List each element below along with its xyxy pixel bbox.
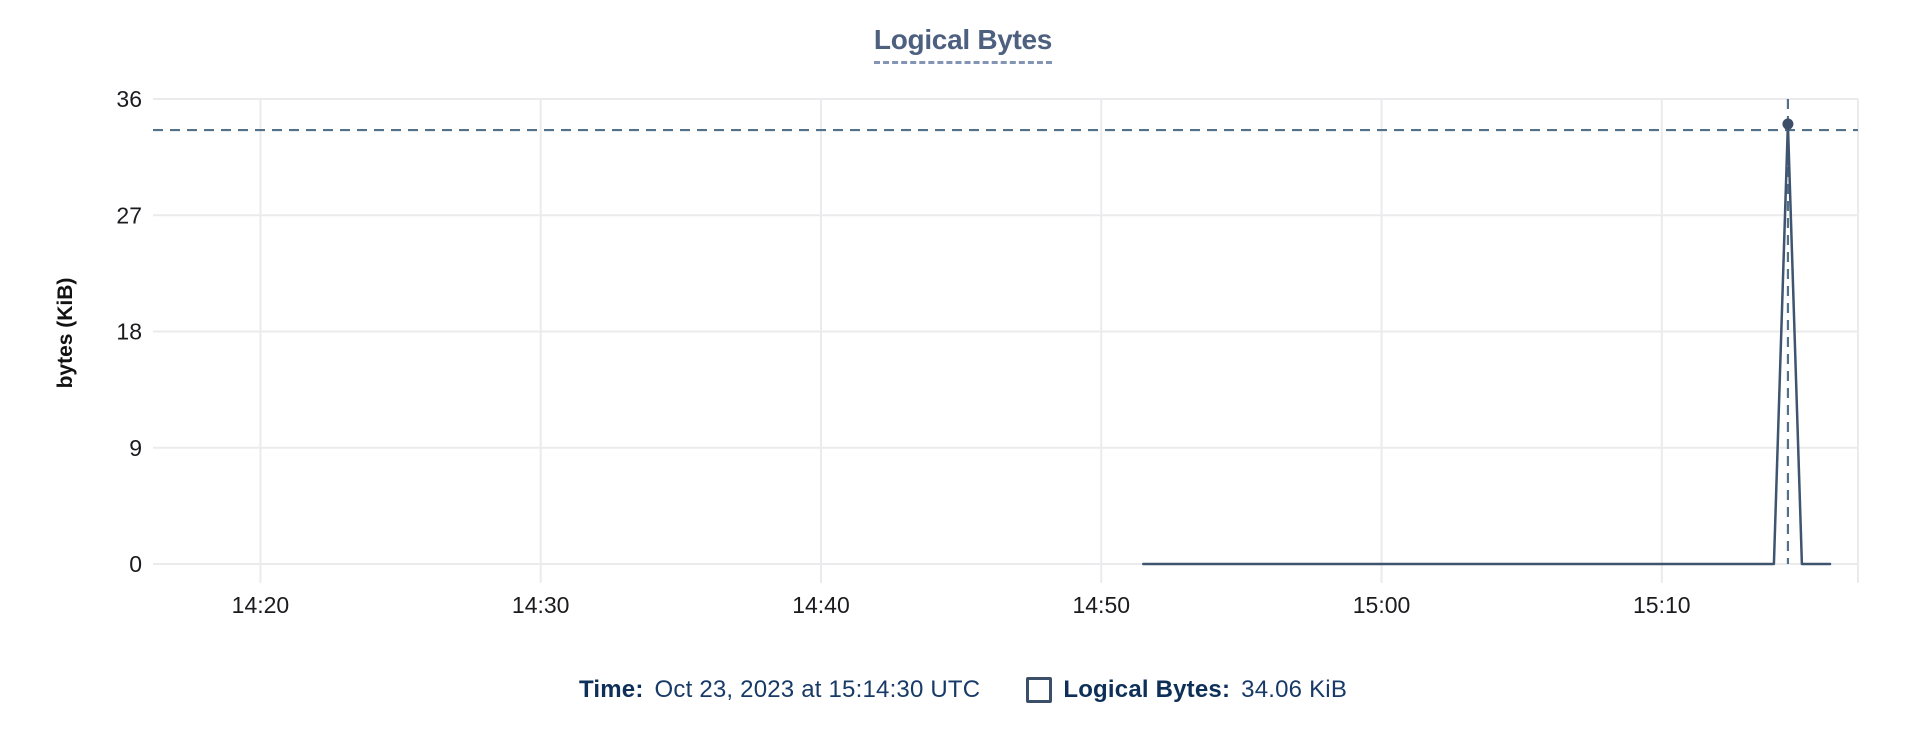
series-legend-checkbox-icon[interactable] — [1026, 677, 1053, 703]
chart-title[interactable]: Logical Bytes — [873, 24, 1052, 64]
y-tick-label: 36 — [116, 86, 142, 112]
hover-point-dot — [1782, 118, 1794, 130]
x-tick-label: 14:50 — [1072, 592, 1130, 618]
tooltip-time-value: Oct 23, 2023 at 15:14:30 UTC — [654, 676, 981, 703]
y-tick-label: 9 — [129, 435, 142, 461]
tooltip-time-label: Time: — [578, 676, 644, 703]
tooltip-series-label: Logical Bytes: — [1063, 676, 1231, 703]
x-tick-label: 15:10 — [1633, 592, 1691, 618]
tooltip-time-group: Time: Oct 23, 2023 at 15:14:30 UTC — [579, 676, 980, 704]
hover-tooltip: Time: Oct 23, 2023 at 15:14:30 UTC Logic… — [0, 676, 1926, 704]
y-tick-label: 0 — [129, 551, 142, 577]
tooltip-series-group: Logical Bytes: 34.06 KiB — [1026, 676, 1347, 704]
series-line — [1142, 122, 1832, 566]
chart-plot-area[interactable]: 14:20 14:30 14:40 14:50 15:00 15:10 0 9 18 27 36 — [0, 0, 1926, 645]
y-tick-label: 27 — [116, 202, 142, 228]
x-tick-label: 14:20 — [232, 592, 290, 618]
y-tick-label: 18 — [116, 319, 142, 345]
x-tick-label: 14:30 — [512, 592, 570, 618]
x-tick-label: 14:40 — [792, 592, 850, 618]
x-tick-label: 15:00 — [1353, 592, 1411, 618]
chart-header: Logical Bytes — [0, 24, 1926, 64]
tooltip-series-value: 34.06 KiB — [1241, 676, 1348, 703]
